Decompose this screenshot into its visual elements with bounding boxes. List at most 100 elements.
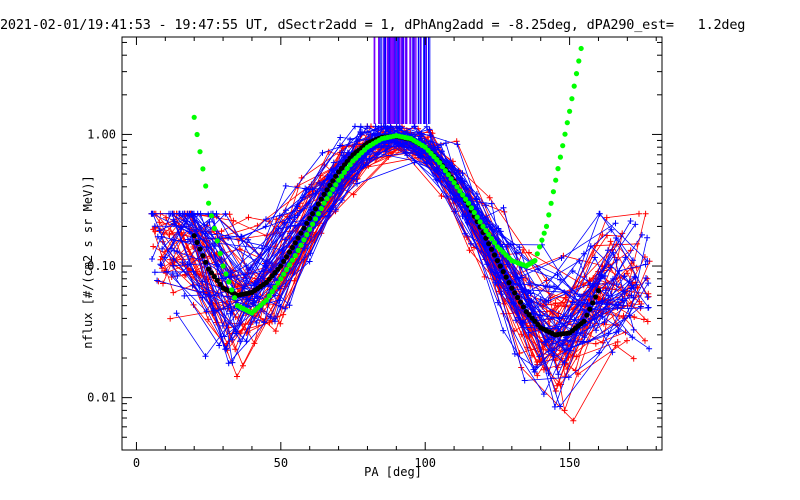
cloud-marker — [495, 299, 501, 306]
cloud-marker — [263, 258, 270, 265]
cloud-marker — [526, 279, 533, 286]
cloud-marker — [640, 316, 647, 323]
cloud-marker — [567, 312, 574, 319]
y-tick-label: 0.01 — [87, 391, 116, 405]
cloud-marker — [294, 212, 301, 219]
cloud-marker — [592, 340, 599, 347]
green-curve-dot — [477, 219, 483, 225]
cloud-marker — [181, 292, 188, 299]
green-curve-dot — [548, 200, 554, 206]
black-curve-dot — [284, 254, 290, 260]
cloud-marker — [170, 289, 177, 296]
cloud-marker — [339, 197, 345, 204]
green-curve-dot — [307, 226, 313, 232]
black-curve-dot — [506, 280, 512, 286]
cloud-marker — [277, 320, 284, 327]
cloud-marker — [240, 362, 246, 369]
cloud-marker — [168, 274, 175, 280]
green-curve-dot — [269, 289, 275, 295]
cloud-marker — [613, 235, 620, 241]
cloud-marker — [330, 159, 337, 166]
cloud-marker — [158, 262, 165, 269]
black-curve-dot — [491, 252, 498, 258]
cloud-marker — [225, 360, 232, 367]
cloud-marker — [232, 346, 239, 353]
cloud-marker — [626, 278, 633, 285]
cloud-marker — [306, 258, 313, 265]
cloud-marker — [150, 243, 157, 250]
cloud-marker — [426, 126, 433, 133]
cloud-marker — [599, 313, 606, 320]
black-curve-dot — [497, 263, 503, 269]
green-curve-dot — [489, 236, 495, 242]
black-curve-dot — [217, 281, 223, 287]
black-curve-dot — [509, 285, 515, 291]
black-curve-dot — [321, 191, 327, 197]
cloud-marker — [614, 338, 621, 345]
y-tick-label: 0.10 — [87, 259, 116, 273]
green-curve-dot — [457, 188, 463, 194]
green-curve-dot — [543, 223, 550, 229]
cloud-marker — [545, 348, 552, 355]
green-curve-dot — [327, 191, 333, 197]
cloud-marker — [276, 212, 283, 219]
black-curve-dot — [312, 206, 319, 212]
cloud-marker — [190, 301, 197, 308]
green-curve-dot — [200, 166, 206, 172]
cloud-marker — [461, 230, 468, 237]
green-curve-dot — [330, 186, 336, 192]
cloud-marker — [464, 184, 471, 191]
cloud-marker — [267, 313, 274, 320]
cloud-marker — [347, 136, 354, 143]
cloud-marker — [628, 292, 635, 299]
green-curve-dot — [491, 240, 498, 246]
cloud-marker — [282, 182, 289, 189]
black-curve-dot — [336, 169, 342, 175]
green-curve-dot — [194, 131, 200, 138]
black-curve-dot — [278, 263, 284, 269]
cloud-marker — [521, 377, 528, 384]
cloud-marker — [253, 319, 260, 326]
cloud-marker — [184, 236, 191, 243]
cloud-marker — [451, 195, 457, 202]
cloud-marker — [170, 255, 177, 262]
green-curve-dot — [333, 182, 339, 188]
cloud-marker — [154, 277, 161, 284]
black-curve-dot — [486, 241, 492, 247]
black-curve-dot — [307, 215, 313, 221]
black-curve-dot — [515, 294, 521, 301]
cloud-marker — [466, 247, 473, 254]
cloud-marker — [630, 355, 637, 362]
black-curve-dot — [333, 173, 339, 179]
cloud-marker — [587, 243, 594, 250]
cloud-marker — [272, 318, 278, 325]
cloud-marker — [237, 338, 244, 345]
cloud-marker — [149, 210, 156, 217]
cloud-marker — [576, 293, 583, 300]
cloud-marker — [366, 156, 373, 163]
green-curve-dot — [442, 168, 448, 174]
green-curve-dot — [318, 205, 324, 212]
cloud-marker — [174, 272, 181, 279]
cloud-marker — [452, 208, 459, 215]
cloud-marker — [552, 300, 559, 306]
green-curve-dot — [272, 284, 278, 290]
cloud-marker — [411, 159, 418, 166]
cloud-marker — [229, 359, 236, 366]
black-curve-dot — [295, 235, 301, 241]
cloud-marker — [205, 316, 212, 323]
cloud-marker — [567, 338, 573, 345]
green-curve-dot — [463, 196, 469, 202]
cloud-marker — [203, 308, 210, 315]
green-curve-dot — [284, 266, 290, 273]
cloud-marker — [455, 167, 462, 174]
cloud-marker — [642, 261, 649, 268]
black-curve-dot — [214, 277, 220, 283]
green-curve-dot — [564, 120, 570, 126]
green-curve-dot — [312, 216, 319, 222]
green-curve-dot — [263, 297, 269, 303]
cloud-trace — [180, 128, 632, 375]
green-curve-dot — [553, 177, 559, 183]
black-curve-dot — [318, 196, 324, 202]
green-curve-dot — [232, 295, 238, 301]
